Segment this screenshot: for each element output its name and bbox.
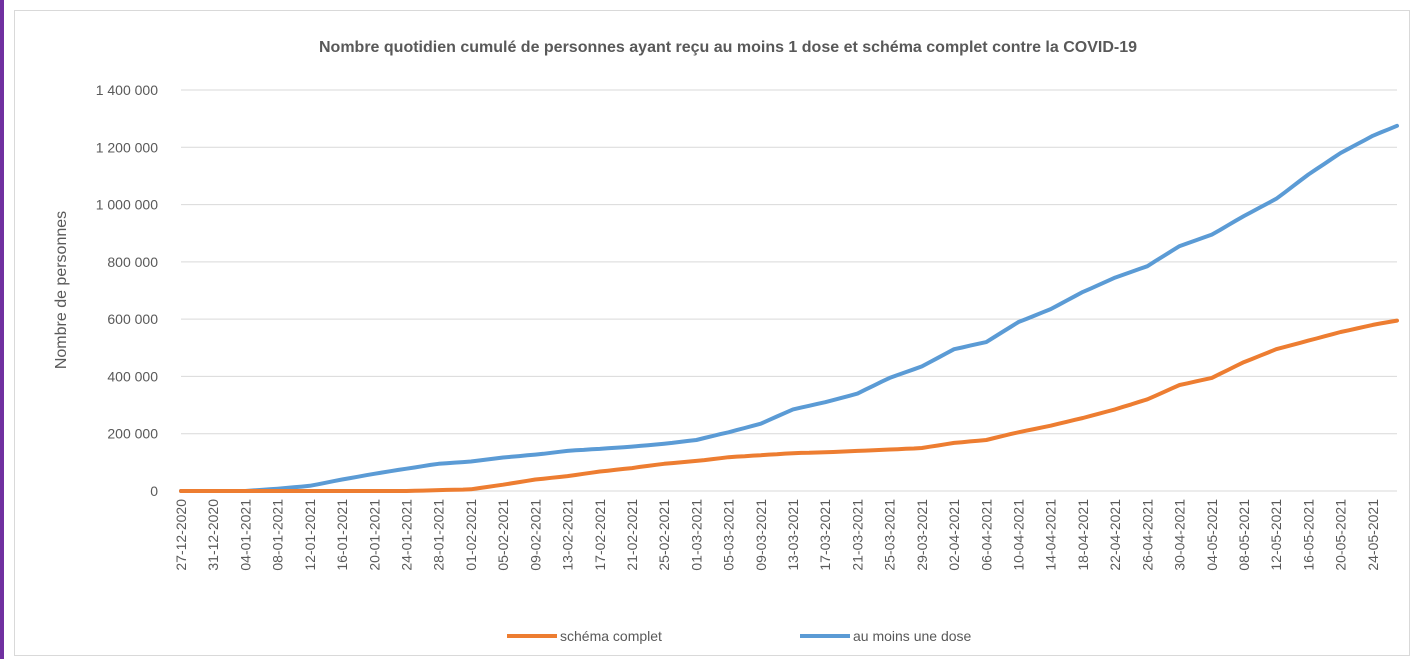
- x-tick-label: 14-04-2021: [1043, 499, 1059, 571]
- y-tick-label: 800 000: [107, 254, 158, 270]
- x-tick-label: 20-01-2021: [366, 499, 382, 571]
- x-tick-label: 05-03-2021: [721, 499, 737, 571]
- x-tick-label: 10-04-2021: [1011, 499, 1027, 571]
- x-tick-label: 22-04-2021: [1107, 499, 1123, 571]
- y-tick-label: 400 000: [107, 368, 158, 384]
- legend-label: au moins une dose: [853, 628, 972, 644]
- x-tick-label: 04-01-2021: [237, 499, 253, 571]
- y-axis-label: Nombre de personnes: [53, 211, 70, 369]
- x-tick-label: 17-02-2021: [592, 499, 608, 571]
- x-tick-label: 31-12-2020: [205, 499, 221, 571]
- x-tick-label: 05-02-2021: [495, 499, 511, 571]
- y-tick-label: 1 000 000: [96, 197, 158, 213]
- x-tick-label: 12-01-2021: [302, 499, 318, 571]
- y-tick-label: 1 200 000: [96, 139, 158, 155]
- x-tick-label: 08-01-2021: [270, 499, 286, 571]
- x-tick-label: 04-05-2021: [1204, 499, 1220, 571]
- x-tick-label: 13-02-2021: [560, 499, 576, 571]
- x-tick-label: 06-04-2021: [978, 499, 994, 571]
- x-tick-label: 16-05-2021: [1300, 499, 1316, 571]
- series-line: [179, 123, 1399, 493]
- y-tick-label: 200 000: [107, 426, 158, 442]
- x-tick-label: 02-04-2021: [946, 499, 962, 571]
- x-tick-label: 26-04-2021: [1139, 499, 1155, 571]
- x-tick-label: 01-02-2021: [463, 499, 479, 571]
- x-tick-label: 21-02-2021: [624, 499, 640, 571]
- chart-title: Nombre quotidien cumulé de personnes aya…: [319, 39, 1137, 56]
- x-tick-label: 25-03-2021: [882, 499, 898, 571]
- chart-frame: [14, 10, 1410, 656]
- side-bar: [0, 0, 4, 659]
- x-tick-label: 24-05-2021: [1365, 499, 1381, 571]
- x-tick-label: 24-01-2021: [398, 499, 414, 571]
- x-tick-label: 08-05-2021: [1236, 499, 1252, 571]
- x-tick-label: 09-03-2021: [753, 499, 769, 571]
- y-tick-label: 0: [150, 483, 158, 499]
- series-line: [179, 318, 1399, 493]
- x-tick-label: 25-02-2021: [656, 499, 672, 571]
- x-tick-label: 28-01-2021: [431, 499, 447, 571]
- legend-label: schéma complet: [560, 628, 662, 644]
- x-tick-label: 20-05-2021: [1333, 499, 1349, 571]
- x-tick-label: 12-05-2021: [1268, 499, 1284, 571]
- x-tick-label: 29-03-2021: [914, 499, 930, 571]
- x-tick-label: 09-02-2021: [527, 499, 543, 571]
- x-tick-label: 21-03-2021: [849, 499, 865, 571]
- x-tick-label: 30-04-2021: [1172, 499, 1188, 571]
- x-tick-label: 16-01-2021: [334, 499, 350, 571]
- x-tick-label: 18-04-2021: [1075, 499, 1091, 571]
- x-tick-label: 13-03-2021: [785, 499, 801, 571]
- x-tick-label: 01-03-2021: [688, 499, 704, 571]
- y-tick-label: 1 400 000: [96, 82, 158, 98]
- y-tick-label: 600 000: [107, 311, 158, 327]
- x-tick-label: 27-12-2020: [173, 499, 189, 571]
- x-tick-label: 17-03-2021: [817, 499, 833, 571]
